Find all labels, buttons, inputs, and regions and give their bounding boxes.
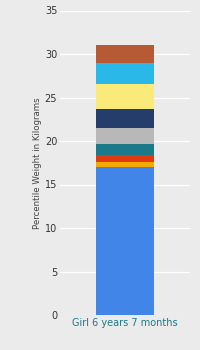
Bar — [96, 167, 154, 315]
Bar — [96, 128, 154, 144]
Bar — [96, 155, 154, 162]
Bar — [96, 84, 154, 109]
Bar — [96, 63, 154, 84]
Bar — [96, 109, 154, 128]
Bar — [96, 162, 154, 167]
Bar — [96, 45, 154, 63]
Y-axis label: Percentile Weight in Kilograms: Percentile Weight in Kilograms — [33, 97, 42, 229]
Bar — [96, 144, 154, 155]
